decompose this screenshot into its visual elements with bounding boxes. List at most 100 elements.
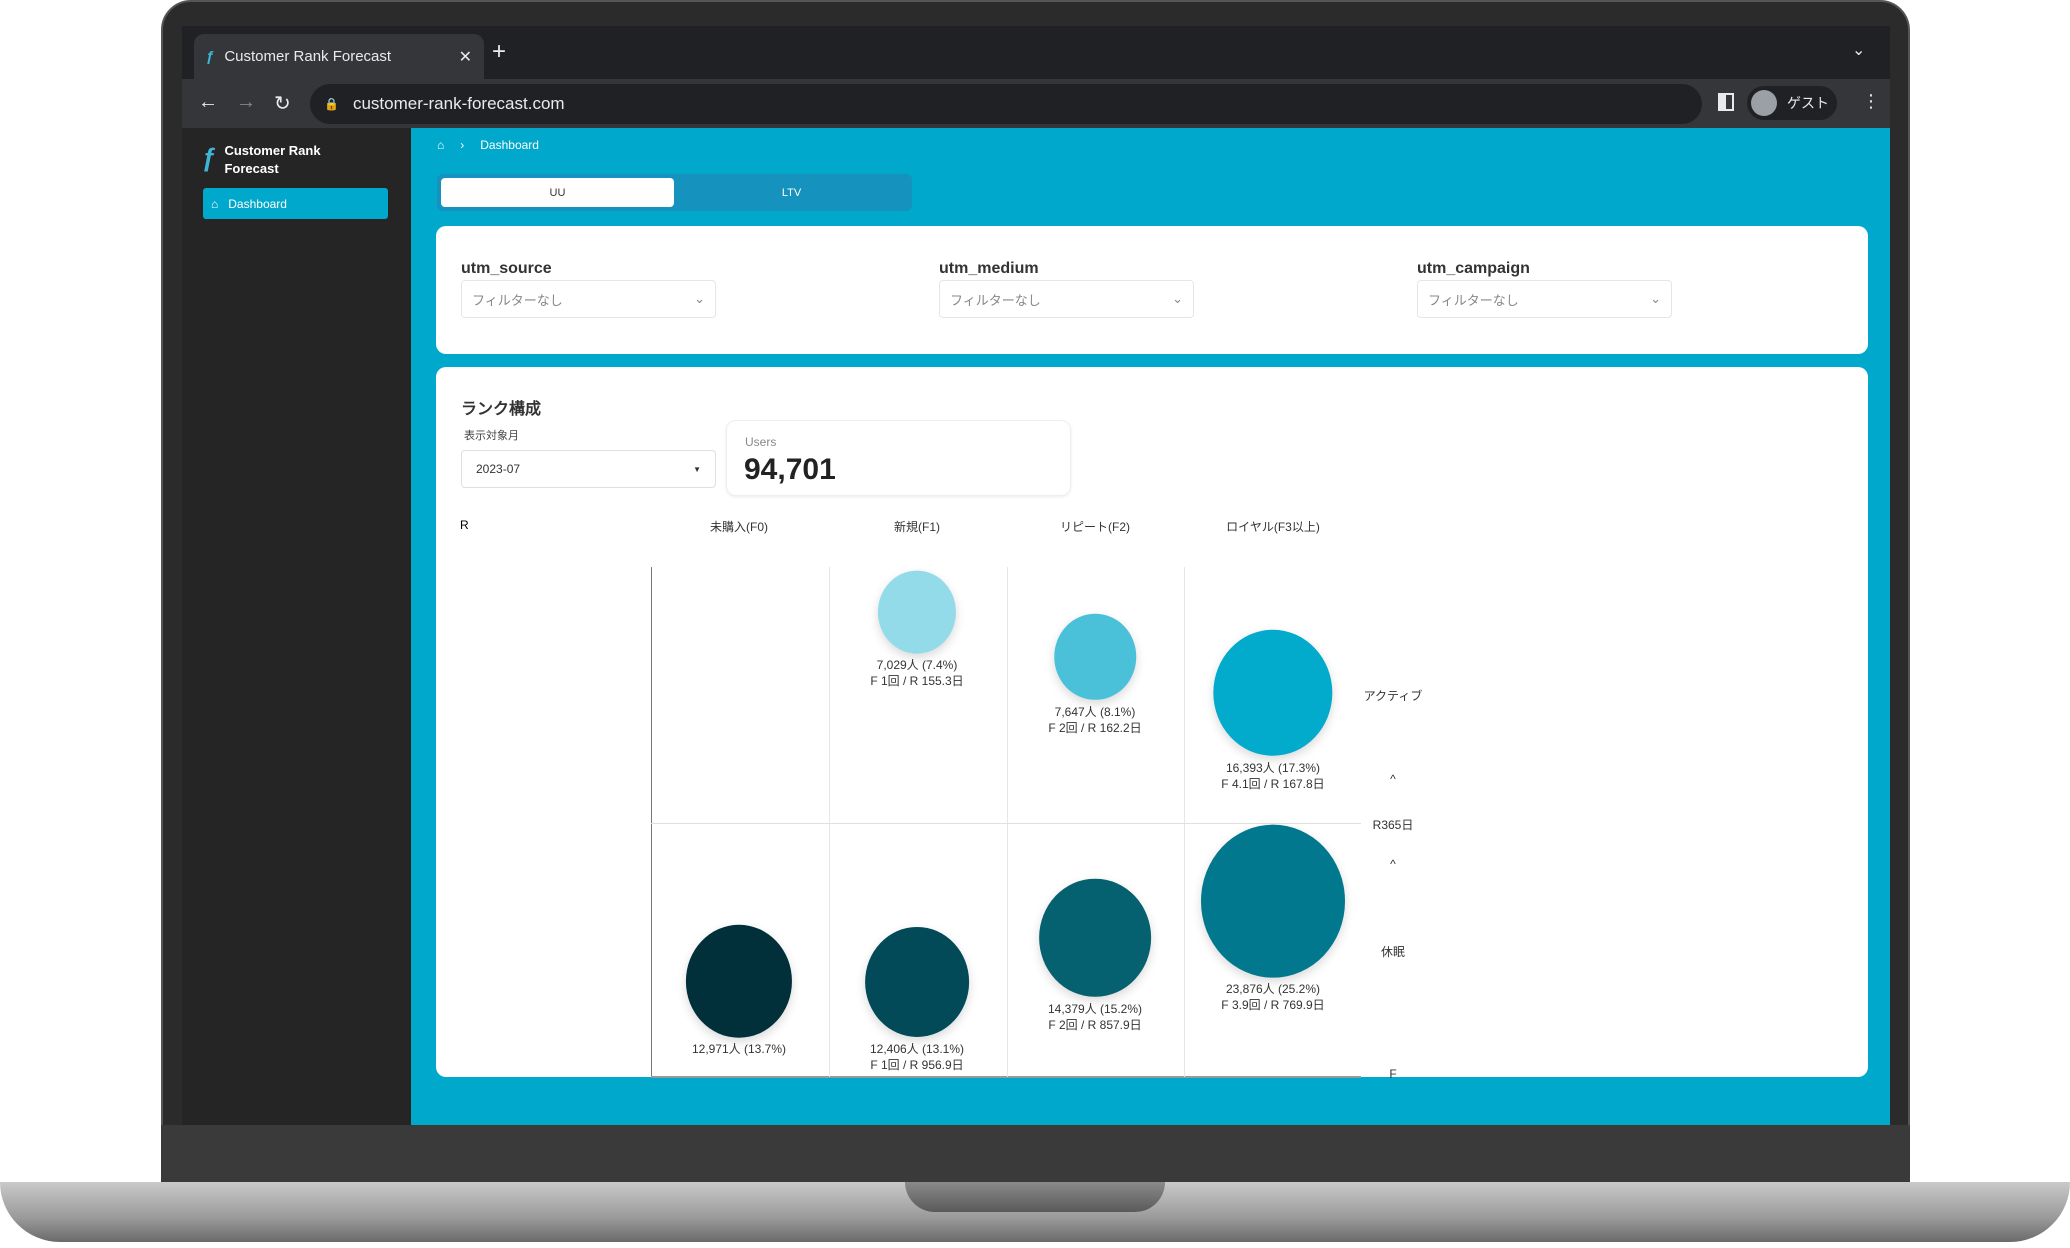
chevron-down-icon: ⌄ [694,291,705,306]
bubble-count: 12,971人 (13.7%) [691,1042,787,1057]
bubble-label: 16,393人 (17.3%) F 4.1回 / R 167.8日 [1221,760,1324,792]
bubble-count: 14,379人 (15.2%) [1047,1002,1143,1017]
column-header: 新規(F1) [894,520,940,534]
address-bar: ← → ↻ 🔒 customer-rank-forecast.com ゲスト ⋮ [182,79,1890,128]
bubble[interactable] [877,570,957,654]
chevron-right-icon: › [460,138,465,152]
column-header: 未購入(F0) [710,520,768,534]
lock-icon: 🔒 [324,97,339,111]
bubble-count: 23,876人 (25.2%) [1225,982,1321,997]
arrow-up-icon: ^ [1390,772,1396,786]
bubble-stats: F 4.1回 / R 167.8日 [1221,777,1325,792]
bubble-label: 12,406人 (13.1%) F 1回 / R 956.9日 [870,1041,964,1073]
app-name-2: Forecast [224,161,279,176]
filter-label: utm_campaign [1417,260,1530,277]
avatar-icon [1751,90,1777,116]
bubble-stats: F 2回 / R 162.2日 [1048,721,1142,736]
bubble-label: 7,029人 (7.4%) F 1回 / R 155.3日 [870,657,963,689]
filter-label: utm_source [461,260,552,277]
section-title: ランク構成 [461,401,542,418]
side-panel-icon[interactable] [1718,93,1734,111]
bubble-count: 16,393人 (17.3%) [1225,761,1321,776]
utm-medium-select[interactable]: フィルターなし ⌄ [939,280,1194,318]
tab-uu[interactable]: UU [441,178,674,207]
profile-button[interactable]: ゲスト [1747,86,1837,120]
bubble-count: 7,647人 (8.1%) [1054,705,1136,720]
filter-card: utm_source フィルターなし ⌄ utm_medium フィルターなし ⌄ … [436,226,1868,354]
back-icon[interactable]: ← [198,91,218,113]
bubble-label: 7,647人 (8.1%) F 2回 / R 162.2日 [1048,704,1141,736]
bubble-label: 23,876人 (25.2%) F 3.9回 / R 769.9日 [1221,981,1324,1013]
filter-label: utm_medium [939,260,1039,277]
logo-icon: ƒ [202,142,217,172]
bubble-stats: F 3.9回 / R 769.9日 [1221,998,1325,1013]
y-axis-label: R [460,518,469,532]
home-icon[interactable]: ⌂ [437,138,445,152]
url-text: customer-rank-forecast.com [352,94,565,113]
caret-down-icon: ▼ [693,464,701,474]
bubble-label: 14,379人 (15.2%) F 2回 / R 857.9日 [1048,1001,1142,1033]
users-label: Users [745,435,777,449]
bubble-count: 7,029人 (7.4%) [876,658,958,673]
month-select[interactable]: 2023-07 ▼ [461,450,716,488]
bubble-stats: F 2回 / R 857.9日 [1048,1018,1142,1033]
select-value: フィルターなし [1428,292,1519,308]
laptop-chin [161,1125,1910,1185]
home-icon: ⌂ [211,196,219,211]
tab-title: Customer Rank Forecast [224,48,392,65]
users-stat: Users 94,701 [726,420,1071,496]
row-label: アクティブ [1363,689,1423,703]
bubble[interactable] [865,926,969,1038]
grid-line [1184,567,1185,1077]
users-value: 94,701 [744,453,836,486]
reload-icon[interactable]: ↻ [274,93,291,115]
bubble[interactable] [1054,613,1136,701]
utm-source-select[interactable]: フィルターなし ⌄ [461,280,716,318]
column-header: リピート(F2) [1060,520,1130,534]
url-input[interactable]: 🔒 customer-rank-forecast.com [310,84,1702,124]
laptop-notch [905,1182,1165,1212]
profile-label: ゲスト [1787,95,1829,111]
sidebar-item-dashboard[interactable]: ⌂ Dashboard [203,188,388,219]
bubble-count: 12,406人 (13.1%) [869,1042,965,1057]
y-axis [651,567,652,1077]
select-value: 2023-07 [476,462,521,476]
app-logo: ƒ Customer Rank Forecast [202,142,321,178]
month-label: 表示対象月 [464,430,519,442]
threshold-line [651,823,1361,824]
utm-campaign-select[interactable]: フィルターなし ⌄ [1417,280,1672,318]
grid-line [1007,567,1008,1077]
tab-bar: ƒ Customer Rank Forecast ✕ + ⌄ [182,26,1890,79]
rank-chart: R 未購入(F0) 新規(F1) リピート(F2) ロイヤル(F3以上) アクテ… [436,367,1868,1081]
bubble[interactable] [685,924,793,1038]
bubble[interactable] [1201,824,1345,978]
arrow-up-icon: ^ [1390,857,1396,871]
metric-tabs: UU LTV [437,174,912,211]
rank-card: ランク構成 表示対象月 2023-07 ▼ Users 94,701 R 未購入(… [436,367,1868,1081]
bubble-stats: F 1回 / R 155.3日 [870,674,964,689]
threshold-label: R365日 [1372,818,1414,832]
bubble-label: 12,971人 (13.7%) [692,1041,786,1057]
bubble-stats: F 1回 / R 956.9日 [870,1058,964,1073]
close-tab-icon[interactable]: ✕ [458,48,472,66]
chevron-down-icon: ⌄ [1172,291,1183,306]
row-label: 休眠 [1380,945,1406,959]
bubble[interactable] [1039,878,1151,998]
new-tab-icon[interactable]: + [492,38,507,65]
select-value: フィルターなし [950,292,1041,308]
chevron-down-icon: ⌄ [1650,291,1661,306]
tab-ltv[interactable]: LTV [781,186,802,199]
sidebar-item-label: Dashboard [228,196,287,211]
chevron-down-icon[interactable]: ⌄ [1852,42,1866,59]
select-value: フィルターなし [472,292,563,308]
column-header: ロイヤル(F3以上) [1226,520,1320,534]
screen: ƒ Customer Rank Forecast ✕ + ⌄ ← → ↻ 🔒 c… [182,26,1890,1125]
browser-tab[interactable]: ƒ Customer Rank Forecast ✕ [194,34,484,79]
forward-icon[interactable]: → [236,91,256,113]
sidebar: ƒ Customer Rank Forecast ⌂ Dashboard [182,128,411,1125]
menu-icon[interactable]: ⋮ [1862,91,1880,111]
bubble[interactable] [1213,629,1333,757]
x-axis-label: F [1389,1067,1397,1081]
breadcrumb: ⌂ › Dashboard [437,138,539,152]
grid-line [829,567,830,1077]
